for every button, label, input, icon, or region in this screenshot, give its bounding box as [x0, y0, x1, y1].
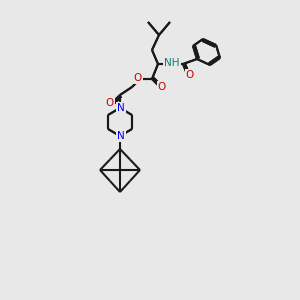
Text: O: O: [158, 82, 166, 92]
Text: O: O: [106, 98, 114, 108]
Text: NH: NH: [164, 58, 180, 68]
Text: O: O: [134, 73, 142, 83]
Text: O: O: [186, 70, 194, 80]
Text: N: N: [117, 131, 125, 141]
Text: N: N: [117, 103, 125, 113]
